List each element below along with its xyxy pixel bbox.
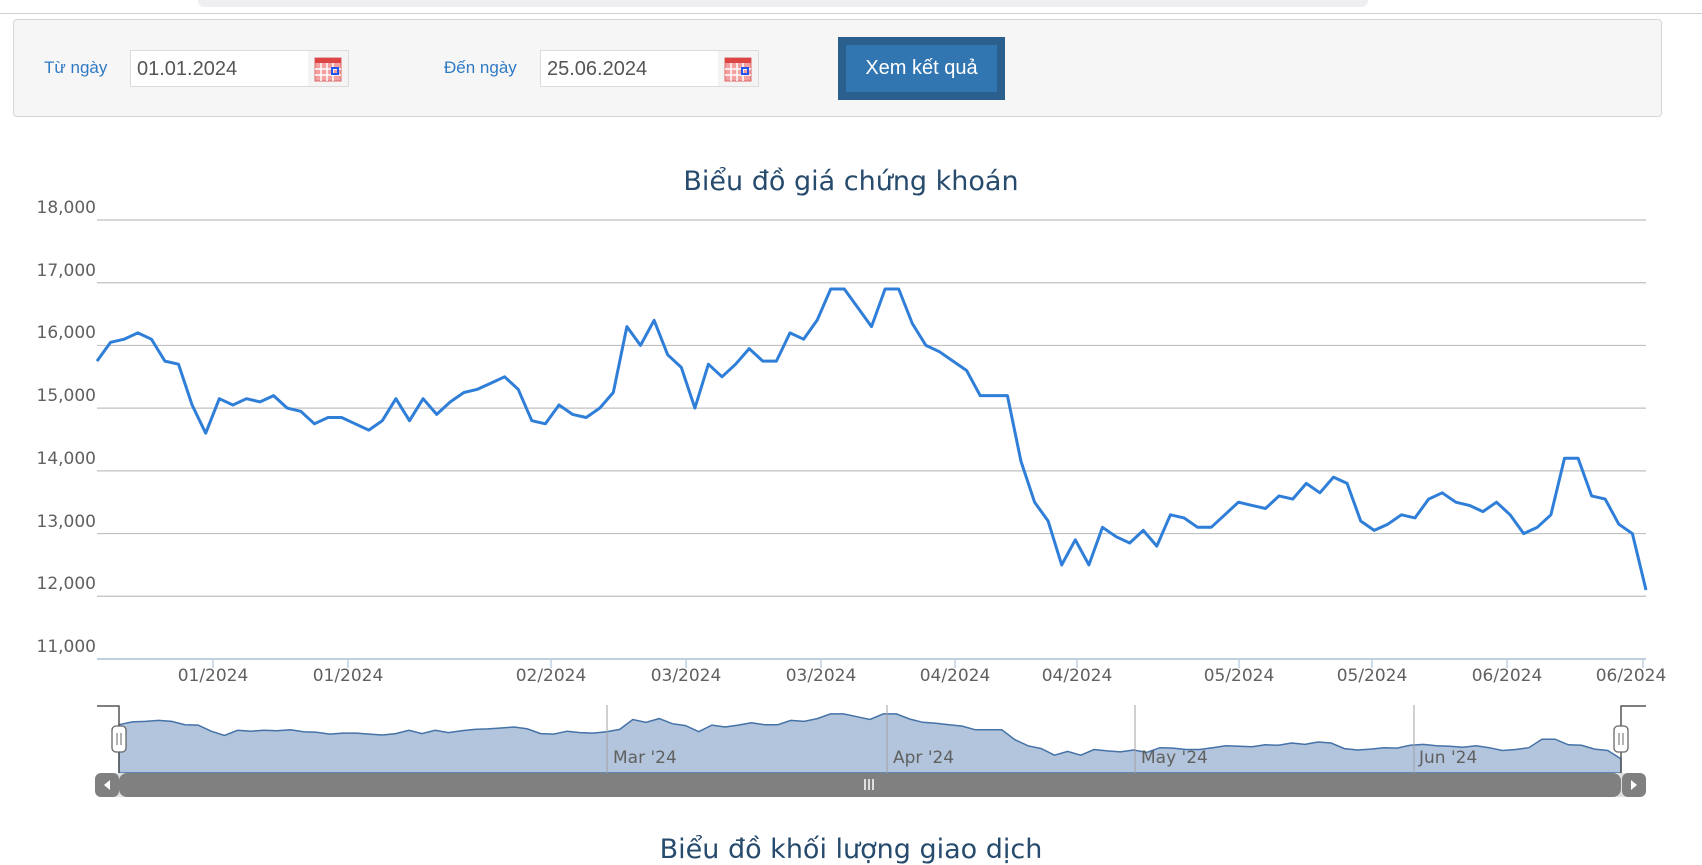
- y-tick-label: 13,000: [36, 511, 96, 532]
- scrollbar[interactable]: [95, 773, 1646, 797]
- x-tick-label: 04/2024: [919, 666, 991, 686]
- x-tick-label: 03/2024: [785, 666, 857, 686]
- x-tick-label: 05/2024: [1336, 666, 1408, 686]
- view-results-label: Xem kết quả: [846, 45, 997, 92]
- y-tick-label: 11,000: [36, 637, 96, 657]
- x-tick-label: 04/2024: [1041, 666, 1113, 686]
- x-tick-label: 01/2024: [177, 666, 249, 686]
- top-search-bar: [198, 0, 1368, 7]
- scroll-right-button[interactable]: [1622, 773, 1646, 797]
- navigator-label-mar: Mar '24: [613, 748, 677, 768]
- y-tick-label: 18,000: [36, 198, 96, 218]
- price-line: [95, 287, 1648, 591]
- navigator-label-may: May '24: [1141, 748, 1208, 768]
- y-tick-label: 16,000: [36, 323, 96, 344]
- navigator-right-handle[interactable]: [1613, 725, 1629, 753]
- navigator-series: [118, 713, 1622, 774]
- calendar-icon: [314, 57, 342, 81]
- arrow-left-icon: [104, 780, 110, 790]
- view-results-button[interactable]: Xem kết quả: [838, 37, 1005, 100]
- y-tick-label: 17,000: [36, 260, 96, 281]
- navigator-dividers: [606, 705, 1415, 773]
- navigator-left-outline: [97, 705, 120, 780]
- volume-chart-title: Biểu đồ khối lượng giao dịch: [659, 834, 1043, 865]
- to-date-input[interactable]: [547, 56, 707, 82]
- from-date-field[interactable]: [130, 50, 349, 87]
- scrollbar-grip-icon: [864, 779, 874, 790]
- to-date-label: Đến ngày: [444, 58, 517, 77]
- x-axis-ticks: [212, 659, 1644, 668]
- y-tick-label: 15,000: [36, 386, 96, 407]
- from-date-input[interactable]: [137, 56, 297, 82]
- navigator[interactable]: [97, 705, 1646, 780]
- from-date-label: Từ ngày: [44, 58, 108, 77]
- x-tick-label: 02/2024: [515, 666, 587, 686]
- navigator-label-apr: Apr '24: [893, 748, 955, 768]
- arrow-right-icon: [1631, 780, 1637, 790]
- y-tick-label: 14,000: [36, 448, 96, 469]
- scroll-left-button[interactable]: [95, 773, 119, 797]
- calendar-icon: [724, 57, 752, 81]
- divider: [0, 13, 1702, 14]
- price-chart-title: Biểu đồ giá chứng khoán: [683, 166, 1019, 197]
- x-tick-label: 06/2024: [1471, 666, 1543, 686]
- navigator-right-outline: [1620, 705, 1646, 780]
- x-tick-label: 06/2024: [1595, 666, 1667, 686]
- x-tick-label: 03/2024: [650, 666, 722, 686]
- navigator-left-handle[interactable]: [111, 725, 127, 753]
- scrollbar-thumb[interactable]: [119, 773, 1621, 797]
- y-tick-label: 12,000: [36, 574, 96, 595]
- navigator-label-jun: Jun '24: [1419, 748, 1478, 768]
- gridlines: [97, 219, 1646, 597]
- from-calendar-button[interactable]: [308, 51, 348, 86]
- x-tick-label: 01/2024: [312, 666, 384, 686]
- to-calendar-button[interactable]: [718, 51, 758, 86]
- x-tick-label: 05/2024: [1203, 666, 1275, 686]
- to-date-field[interactable]: [540, 50, 759, 87]
